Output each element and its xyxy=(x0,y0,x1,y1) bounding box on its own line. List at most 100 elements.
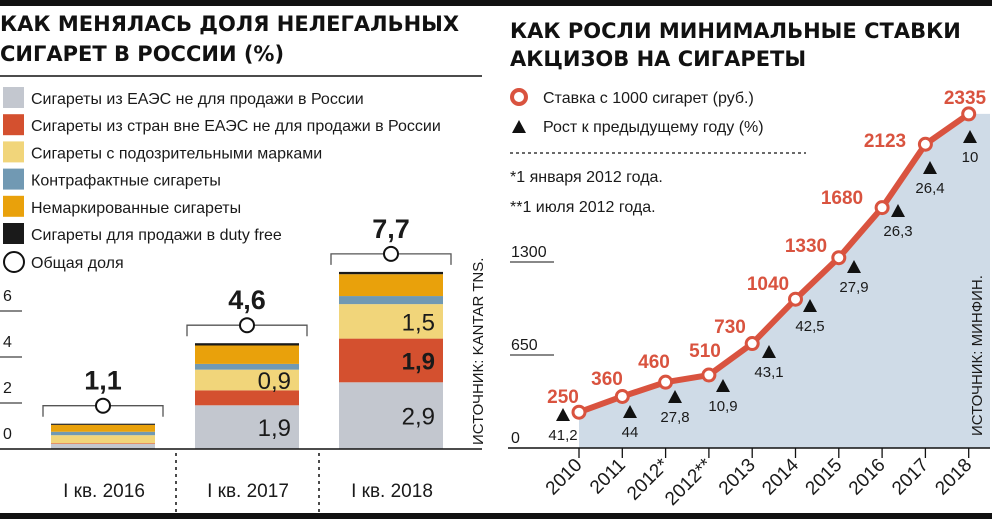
legend-label-growth: Рост к предыдущему году (%) xyxy=(543,119,764,136)
legend-swatch xyxy=(3,168,24,190)
x-tick-label: 2013 xyxy=(715,455,760,500)
growth-triangle xyxy=(623,405,637,418)
y-tick-label: 6 xyxy=(3,288,12,305)
legend-label: Сигареты из ЕАЭС не для продажи в России xyxy=(31,91,364,108)
bar-segment xyxy=(51,443,155,449)
growth-label: 26,4 xyxy=(915,180,944,197)
bar-segment xyxy=(195,345,299,364)
total-marker xyxy=(95,397,111,414)
rate-value-label: 2335 xyxy=(944,88,987,109)
bar-stack: 1,9 0,9 4,6 I кв. 2017 xyxy=(186,285,308,502)
total-label: 7,7 xyxy=(372,214,410,244)
growth-label: 10,9 xyxy=(708,398,737,415)
rate-point xyxy=(701,367,717,383)
x-tick-label: 2016 xyxy=(845,455,890,500)
growth-triangle xyxy=(762,345,776,358)
area-fill xyxy=(579,113,990,449)
x-tick-label: 2014 xyxy=(758,454,803,499)
bar-segment xyxy=(339,382,443,449)
left-legend: Сигареты из ЕАЭС не для продажи в России… xyxy=(3,87,441,244)
legend-label: Сигареты с подозрительными марками xyxy=(31,145,322,162)
legend-item: Сигареты из ЕАЭС не для продажи в России xyxy=(3,87,364,108)
growth-triangle xyxy=(963,130,977,143)
rate-value-label: 730 xyxy=(714,317,746,338)
growth-triangle xyxy=(716,379,730,392)
rate-point xyxy=(961,106,977,122)
rate-point xyxy=(874,200,890,216)
legend-label: Контрафактные сигареты xyxy=(31,173,221,190)
right-source: ИСТОЧНИК: МИНФИН. xyxy=(969,275,986,436)
left-source: ИСТОЧНИК: KANTAR TNS. xyxy=(470,258,487,445)
growth-label: 43,1 xyxy=(754,364,783,381)
legend-swatch xyxy=(3,223,24,244)
growth-triangle xyxy=(891,204,905,217)
x-tick-label: 2011 xyxy=(586,455,630,499)
left-title-line-2: СИГАРЕТ В РОССИИ (%) xyxy=(0,42,284,66)
footnote-2: **1 июля 2012 года. xyxy=(510,199,656,216)
growth-label: 44 xyxy=(622,424,639,441)
total-circle-icon xyxy=(3,251,25,273)
legend-item: Контрафактные сигареты xyxy=(3,168,221,190)
category-label: I кв. 2018 xyxy=(351,481,433,502)
right-y-axis: 0 650 1300 xyxy=(510,244,554,447)
growth-label: 41,2 xyxy=(548,427,577,444)
bar-segment xyxy=(51,424,155,432)
rate-point xyxy=(917,136,933,152)
rate-value-label: 1680 xyxy=(821,188,863,209)
bar-segment xyxy=(195,363,299,370)
bar-segment xyxy=(195,369,299,391)
rate-point xyxy=(658,374,674,390)
segment-label: 2,9 xyxy=(402,404,435,431)
y-tick-label: 2 xyxy=(3,380,12,397)
total-label: 1,1 xyxy=(84,366,122,396)
rate-value-label: 1040 xyxy=(747,274,789,295)
y-tick-label: 0 xyxy=(511,430,520,447)
growth-label: 42,5 xyxy=(795,318,824,335)
category-label: I кв. 2017 xyxy=(207,481,289,502)
top-rule xyxy=(0,0,992,6)
bar-segment xyxy=(339,338,443,383)
right-chart: КАК РОСЛИ МИНИМАЛЬНЫЕ СТАВКИ АКЦИЗОВ НА … xyxy=(508,19,990,510)
legend-label-total: Общая доля xyxy=(31,255,124,272)
growth-triangle xyxy=(847,260,861,273)
growth-label: 26,3 xyxy=(883,223,912,240)
segment-label: 0,9 xyxy=(258,368,291,395)
rate-value-label: 250 xyxy=(547,387,579,408)
legend-item: Сигареты из стран вне ЕАЭС не для продаж… xyxy=(3,114,441,136)
bar-segment xyxy=(339,271,443,275)
rate-point xyxy=(614,388,630,404)
growth-label: 27,9 xyxy=(839,279,868,296)
legend-label: Сигареты для продажи в duty free xyxy=(31,227,282,244)
legend-swatch xyxy=(3,114,24,136)
legend-item: Немаркированные сигареты xyxy=(3,195,241,217)
rate-point xyxy=(744,336,760,352)
rate-circle-icon xyxy=(510,88,528,106)
rate-point xyxy=(831,250,847,266)
bar-segment xyxy=(339,274,443,297)
left-title-line-1: КАК МЕНЯЛАСЬ ДОЛЯ НЕЛЕГАЛЬНЫХ xyxy=(0,12,459,36)
segment-label: 1,5 xyxy=(402,309,435,336)
legend-swatch xyxy=(3,87,24,108)
x-tick-label: 2018 xyxy=(931,455,976,500)
bar-stack: 1,1 I кв. 2016 xyxy=(42,366,164,502)
growth-label: 27,8 xyxy=(660,409,689,426)
bar-segment xyxy=(339,304,443,339)
x-tick-label: 2012** xyxy=(661,454,717,510)
bar-segment xyxy=(195,343,299,346)
rate-value-label: 360 xyxy=(591,369,623,390)
rate-point xyxy=(788,291,803,307)
legend-item-growth: Рост к предыдущему году (%) xyxy=(512,119,764,136)
right-title-line-1: КАК РОСЛИ МИНИМАЛЬНЫЕ СТАВКИ xyxy=(510,19,961,43)
rate-value-label: 1330 xyxy=(785,236,827,257)
bar-segment xyxy=(51,443,155,444)
triangle-icon xyxy=(512,120,526,133)
right-title-line-2: АКЦИЗОВ НА СИГАРЕТЫ xyxy=(510,47,806,71)
legend-item: Сигареты для продажи в duty free xyxy=(3,223,282,244)
rate-value-label: 2123 xyxy=(864,131,906,152)
bar-segment xyxy=(339,296,443,305)
growth-triangle xyxy=(923,161,937,174)
y-tick-label: 650 xyxy=(511,337,538,354)
total-marker xyxy=(239,317,255,334)
